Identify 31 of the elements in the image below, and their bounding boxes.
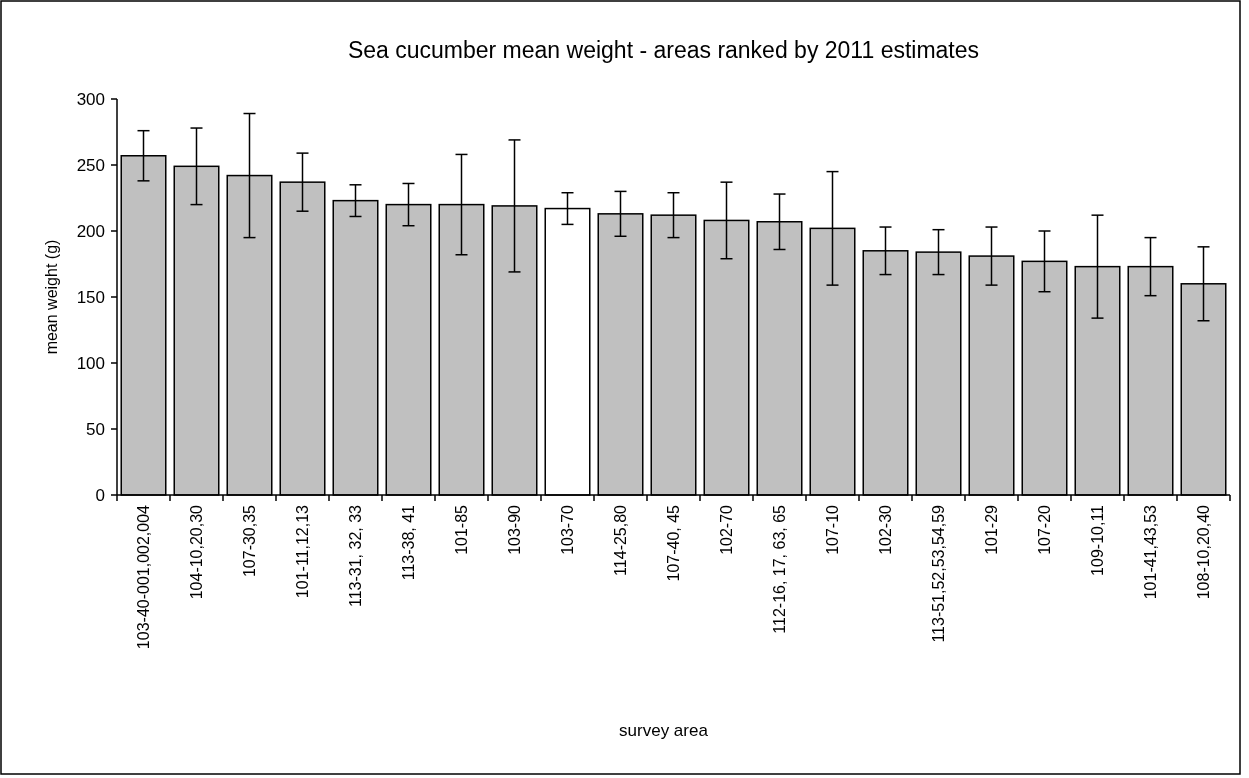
y-tick-label: 250 [76, 155, 105, 175]
y-axis-title: mean weight (g) [43, 239, 60, 355]
x-tick-label: 107-20 [1036, 504, 1054, 555]
y-tick-label: 150 [76, 287, 105, 307]
x-tick-label: 107-10 [824, 504, 842, 555]
x-tick-label: 103-40-001,002,004 [135, 504, 153, 650]
x-tick-label: 109-10,11 [1089, 504, 1107, 576]
y-tick-label: 50 [86, 419, 105, 439]
x-tick-label: 104-10,20,30 [188, 504, 206, 600]
x-tick-label: 108-10,20,40 [1195, 504, 1213, 600]
x-tick-label: 107-40, 45 [665, 504, 683, 582]
x-tick-label: 103-70 [559, 504, 577, 555]
x-tick-label: 101-41,43,53 [1142, 504, 1160, 600]
x-tick-label: 102-70 [718, 504, 736, 555]
x-tick-label: 114-25,80 [612, 504, 630, 576]
y-tick-label: 100 [76, 353, 105, 373]
x-tick-label: 107-30,35 [241, 504, 259, 578]
x-axis-title: survey area [619, 721, 709, 740]
x-tick-label: 113-51,52,53,54,59 [930, 504, 948, 643]
x-tick-label: 101-85 [453, 504, 471, 555]
x-tick-label: 112-16, 17, 63, 65 [771, 504, 789, 634]
x-tick-label: 113-31, 32, 33 [347, 504, 365, 608]
x-tick-label: 101-11,12,13 [294, 504, 312, 599]
chart-title: Sea cucumber mean weight - areas ranked by 2011 estimates [347, 37, 980, 63]
x-tick-label: 113-38, 41 [400, 504, 418, 581]
x-tick-label: 101-29 [983, 504, 1001, 555]
y-tick-label: 300 [76, 89, 105, 109]
x-tick-label: 103-90 [506, 504, 524, 555]
x-tick-label: 102-30 [877, 504, 895, 555]
y-tick-label: 200 [76, 221, 105, 241]
y-tick-label: 0 [95, 485, 105, 505]
